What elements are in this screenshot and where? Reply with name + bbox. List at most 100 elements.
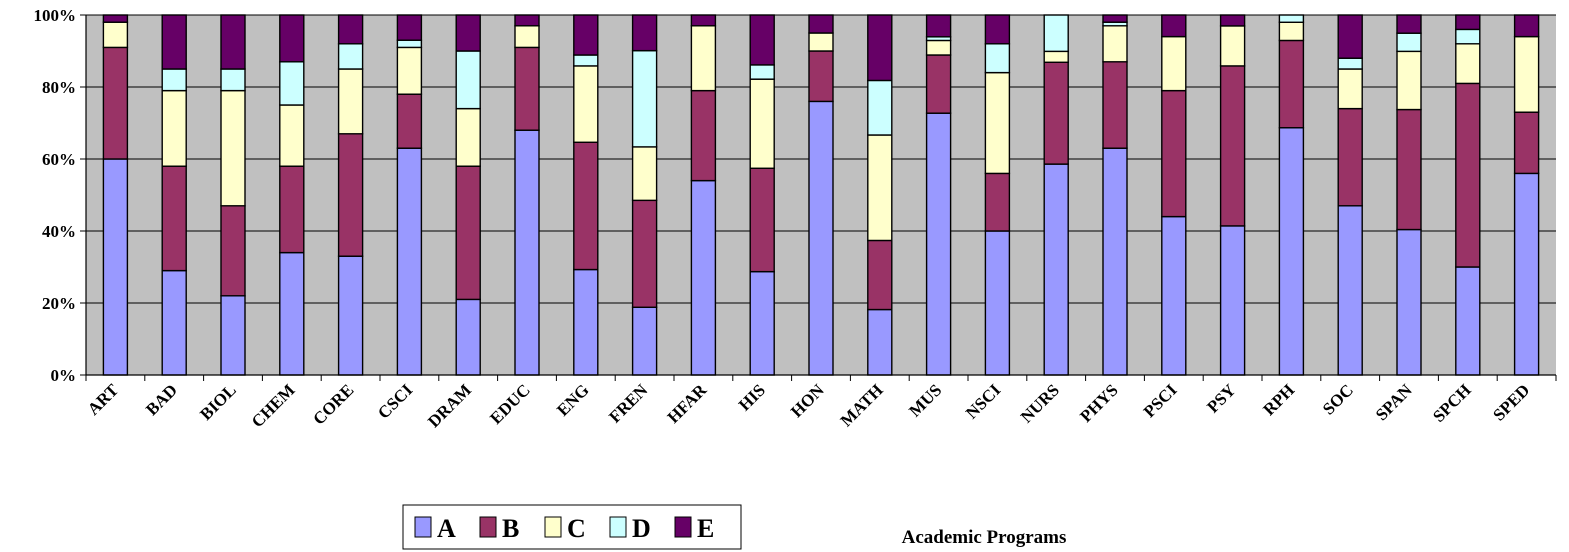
bar-segment-c-eng <box>573 65 599 143</box>
bar-segment-b-fren <box>631 199 658 308</box>
bar-segment-c-educ <box>514 25 540 49</box>
bar-segment-e-hon <box>808 14 834 34</box>
bar-segment-a-math <box>867 308 893 376</box>
x-tick-label: SOC <box>1319 380 1357 418</box>
legend-label-a: A <box>437 514 456 543</box>
bar-segment-b-educ <box>514 46 540 131</box>
bar-segment-a-soc <box>1337 205 1363 376</box>
bar-segment-b-phys <box>1102 61 1128 149</box>
bar-segment-e-eng <box>573 14 599 56</box>
x-tick-label: CHEM <box>248 380 299 431</box>
bar-segment-a-rph <box>1278 127 1305 376</box>
x-tick-label: FREN <box>605 380 652 427</box>
bar-segment-e-csci <box>396 14 423 41</box>
bar-segment-a-phys <box>1102 147 1128 376</box>
legend: A B C D E <box>402 504 742 550</box>
bar-segment-e-phys <box>1102 14 1128 23</box>
bar-segment-c-soc <box>1337 68 1363 110</box>
bar-segment-d-spch <box>1455 28 1481 45</box>
bar-segment-d-soc <box>1337 57 1363 70</box>
bar-segment-c-fren <box>631 146 658 202</box>
bar-segment-d-biol <box>220 68 246 92</box>
bar-segment-b-nsci <box>984 172 1011 232</box>
x-tick-label: DRAM <box>424 380 475 431</box>
legend-swatch-e <box>674 516 692 538</box>
x-tick-label: HON <box>787 380 828 421</box>
bar-segment-d-rph <box>1278 14 1305 23</box>
bar-segment-a-fren <box>631 306 658 376</box>
bar-segment-c-nsci <box>984 71 1011 175</box>
x-tick-label: BIOL <box>196 380 240 424</box>
bar-segment-c-rph <box>1278 21 1305 42</box>
y-tick-labels: 0% 20% 40% 60% 80% 100% <box>34 6 86 385</box>
bar-segment-b-rph <box>1278 39 1305 129</box>
bar-segment-b-chem <box>279 165 305 254</box>
legend-swatch-a <box>414 516 432 538</box>
bar-segment-b-eng <box>573 141 599 271</box>
x-tick-labels: ART BAD BIOL CHEM CORE CSCI DRAM EDUC ENG FREN HFA… <box>84 380 1534 431</box>
bar-segment-b-nurs <box>1043 61 1069 165</box>
legend-swatch-d <box>609 516 627 538</box>
bar-segment-c-hon <box>808 32 834 52</box>
bar-segment-b-psci <box>1161 89 1187 218</box>
bar-segment-e-educ <box>514 14 540 27</box>
bar-segment-b-art <box>102 46 129 160</box>
bar-segment-b-csci <box>396 93 423 149</box>
bar-segment-b-psy <box>1219 65 1246 227</box>
bar-segment-b-biol <box>220 205 246 297</box>
bar-segment-c-csci <box>396 46 423 95</box>
y-tick-label: 60% <box>42 150 76 169</box>
bar-segment-d-eng <box>573 54 599 67</box>
x-axis-title: Academic Programs <box>902 527 1067 548</box>
x-tick-label: RPH <box>1259 380 1298 419</box>
bar-segment-a-nsci <box>984 230 1011 376</box>
bar-segment-b-span <box>1396 108 1422 231</box>
bar-segment-d-core <box>337 43 364 70</box>
bar-segment-b-hfar <box>690 89 717 182</box>
bar-segment-b-sped <box>1513 111 1540 175</box>
bar-segment-a-educ <box>514 129 540 376</box>
bar-segment-c-phys <box>1102 25 1128 63</box>
y-tick-label: 40% <box>42 222 76 241</box>
bar-segment-c-bad <box>161 89 187 167</box>
bar-segment-c-hfar <box>690 25 717 92</box>
x-tick-label: PSCI <box>1140 380 1181 421</box>
bar-segment-d-nurs <box>1043 14 1069 53</box>
bar-segment-e-psy <box>1219 14 1246 27</box>
bar-segment-b-hon <box>808 50 834 103</box>
bar-segment-b-core <box>337 133 364 257</box>
bar-segment-a-spch <box>1455 266 1481 376</box>
legend-label-c: C <box>567 514 586 543</box>
bar-segment-a-dram <box>455 298 481 376</box>
bar-segment-b-spch <box>1455 82 1481 268</box>
bar-segment-e-art <box>102 14 129 23</box>
bar-segment-e-bad <box>161 14 187 70</box>
bar-segment-d-span <box>1396 32 1422 53</box>
bar-segment-c-biol <box>220 89 246 207</box>
x-tick-label: ENG <box>553 380 592 419</box>
bar-segment-c-art <box>102 21 129 49</box>
axes <box>85 15 1557 381</box>
bar-segment-d-math <box>867 79 893 136</box>
x-tick-label: BAD <box>142 380 181 419</box>
bar-segment-a-his <box>749 270 775 376</box>
bar-segment-d-dram <box>455 50 481 110</box>
x-tick-label: NSCI <box>962 380 1004 422</box>
bar-segment-a-psy <box>1219 225 1246 376</box>
bar-segment-e-chem <box>279 14 305 63</box>
bar-segment-d-chem <box>279 61 305 106</box>
bar-segment-b-dram <box>455 165 481 301</box>
y-tick-label: 20% <box>42 294 76 313</box>
bars <box>102 14 1540 376</box>
bar-segment-b-math <box>867 239 893 311</box>
x-tick-label: MATH <box>837 380 887 430</box>
bar-segment-a-chem <box>279 251 305 376</box>
x-tick-label: MUS <box>905 380 945 420</box>
bar-segment-c-core <box>337 68 364 135</box>
bar-segment-a-mus <box>925 112 952 376</box>
bar-segment-e-nsci <box>984 14 1011 45</box>
bar-segment-d-fren <box>631 49 658 148</box>
legend-swatch-c <box>544 516 562 538</box>
bar-segment-c-nurs <box>1043 50 1069 63</box>
bar-segment-e-math <box>867 14 893 82</box>
